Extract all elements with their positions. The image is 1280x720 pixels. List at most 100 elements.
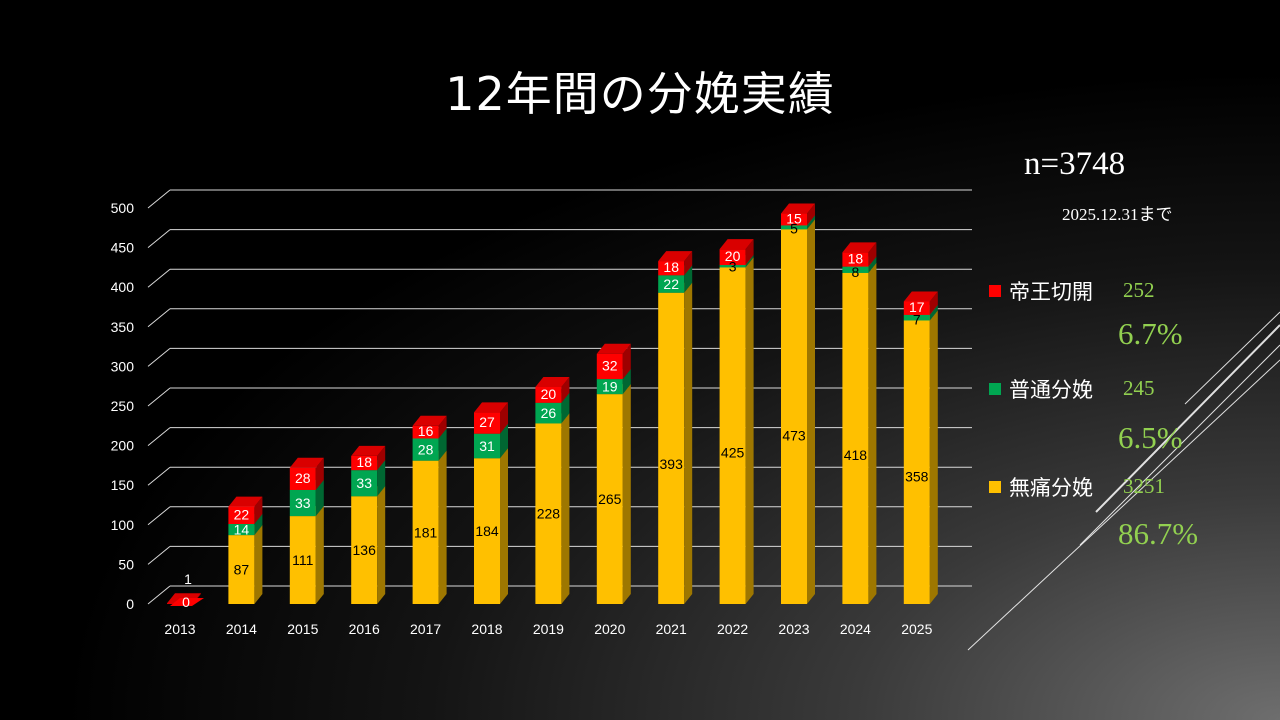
y-tick-350: 350 (111, 319, 135, 335)
bar-normal-2021 (658, 275, 685, 293)
label-painless-2015: 111 (292, 552, 313, 568)
legend-swatch-painless (989, 481, 1001, 493)
bar-side-painless-2022 (745, 257, 754, 604)
label-cesarean-2017: 16 (418, 423, 434, 439)
bar-painless-2020 (596, 394, 623, 604)
bars (167, 203, 938, 606)
bar-painless-2018 (474, 458, 500, 604)
bar-top-cesarean-2021 (658, 251, 693, 262)
bar-side-cesarean-2017 (438, 415, 447, 439)
legend-total-cesarean: 252 (1123, 278, 1155, 302)
x-tick-2023: 2023 (778, 621, 809, 637)
bar-side-painless-2023 (807, 219, 815, 604)
x-tick-2025: 2025 (901, 621, 932, 637)
bar-side-painless-2018 (500, 448, 508, 604)
label-cesarean-2022: 20 (725, 248, 741, 264)
bar-top-cesarean-2019 (535, 376, 570, 387)
y-tick-500: 500 (111, 200, 135, 216)
bar-top-cesarean-2022 (719, 239, 754, 250)
label-normal-2020: 19 (602, 379, 618, 395)
as-of-date: 2025.12.31まで (1062, 205, 1173, 224)
label-cesarean-2015: 28 (295, 470, 311, 486)
bar-cesarean-2018 (474, 412, 500, 434)
label-cesarean-2020: 32 (602, 357, 618, 373)
legend-percent-normal: 6.5% (1118, 420, 1183, 455)
bar-normal-2017 (412, 438, 439, 461)
x-tick-2022: 2022 (717, 621, 748, 637)
label-normal-2019: 26 (541, 405, 557, 421)
y-tick-400: 400 (111, 279, 135, 295)
label-painless-2020: 265 (598, 491, 622, 507)
label-normal-2015: 33 (295, 495, 311, 511)
label-cesarean-2024: 18 (848, 250, 864, 266)
legend-percent-cesarean: 6.7% (1118, 316, 1183, 351)
deco-line-2 (1095, 324, 1280, 513)
bar-side-normal-2018 (500, 423, 508, 459)
label-cesarean-2019: 20 (541, 386, 557, 402)
bar-cesarean-2017 (412, 425, 439, 439)
label-normal-2014: 14 (234, 522, 250, 538)
bar-top-cesarean-2016 (351, 445, 386, 456)
label-cesarean-2014: 22 (234, 506, 250, 522)
x-tick-2019: 2019 (533, 621, 564, 637)
y-tick-250: 250 (111, 398, 135, 414)
bar-side-painless-2017 (438, 450, 447, 604)
bar-cesarean-2021 (658, 261, 685, 276)
bar-side-cesarean-2025 (929, 291, 938, 315)
legend-swatch-cesarean (989, 285, 1001, 297)
y-tick-200: 200 (111, 438, 135, 454)
bar-painless-2024 (842, 272, 869, 604)
bar-cesarean-2023 (781, 213, 807, 226)
label-painless-2019: 228 (537, 506, 561, 522)
label-painless-2016: 136 (353, 542, 377, 558)
gridline-200 (147, 427, 171, 446)
label-cesarean-2023: 15 (786, 210, 802, 226)
bar-side-painless-2021 (684, 282, 693, 604)
bar-normal-2020 (596, 379, 623, 395)
bar-side-normal-2020 (622, 369, 631, 395)
label-normal-2017: 28 (418, 442, 434, 458)
label-painless-2013: 0 (182, 594, 190, 610)
bar-side-cesarean-2022 (745, 239, 754, 266)
bar-side-cesarean-2023 (807, 203, 815, 226)
bar-normal-2023 (781, 225, 807, 230)
bar-cesarean-2014 (228, 506, 255, 525)
bar-side-normal-2024 (868, 256, 877, 273)
bar-painless-2017 (412, 460, 439, 604)
label-cesarean-2013: 1 (184, 571, 192, 587)
bar-side-normal-2019 (561, 392, 570, 424)
y-tick-450: 450 (111, 240, 135, 256)
bar-side-normal-2015 (315, 479, 324, 517)
label-painless-2023: 473 (782, 427, 806, 443)
y-tick-300: 300 (111, 358, 135, 374)
legend-label-painless: 無痛分娩 (1009, 476, 1093, 500)
label-painless-2022: 425 (721, 445, 745, 461)
y-axis-ticks: 0 50 100 150 200 250 300 350 400 450 500 (111, 200, 135, 612)
x-tick-2021: 2021 (656, 621, 687, 637)
bar-side-normal-2025 (929, 304, 938, 321)
legend-total-normal: 245 (1123, 376, 1155, 400)
bar-top-cesarean-2017 (412, 415, 447, 426)
bar-side-normal-2017 (438, 428, 447, 461)
bar-side-painless-2015 (315, 506, 324, 604)
x-tick-2016: 2016 (349, 621, 380, 637)
bar-normal-2024 (842, 266, 869, 273)
bar-normal-2022 (719, 265, 746, 268)
bar-cesarean-2022 (719, 249, 746, 266)
gridline-0 (147, 585, 171, 605)
label-normal-2023: 5 (790, 220, 798, 236)
bar-cesarean-2015 (289, 467, 316, 490)
data-labels: 0187142211133281363318181281618431272282… (182, 210, 929, 610)
bar-normal-2018 (474, 433, 500, 459)
label-cesarean-2018: 27 (479, 414, 495, 430)
bar-side-normal-2022 (745, 255, 754, 268)
bar-normal-2019 (535, 402, 562, 424)
label-normal-2016: 33 (356, 475, 372, 491)
label-painless-2025: 358 (905, 468, 929, 484)
bar-normal-2016 (351, 470, 378, 497)
y-tick-0: 0 (126, 596, 134, 612)
bar-side-cesarean-2018 (500, 402, 508, 434)
gridline-500 (147, 189, 171, 209)
bar-painless-2016 (351, 496, 378, 604)
